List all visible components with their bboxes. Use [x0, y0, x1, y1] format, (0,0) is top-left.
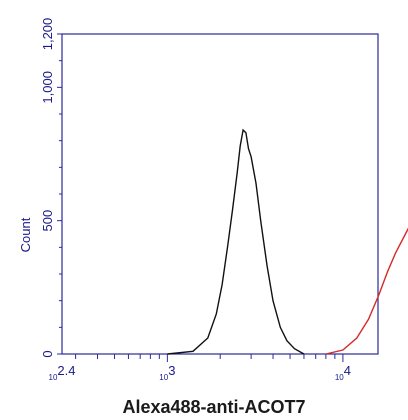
y-tick-label: 0: [40, 350, 55, 357]
series-line-1: [167, 128, 305, 355]
x-axis-label: Alexa488-anti-ACOT7: [122, 397, 305, 417]
x-axis: 102.4103104105106107.2: [49, 354, 351, 382]
x-tick-label: 104: [335, 363, 351, 382]
y-axis-label: Count: [18, 217, 33, 252]
y-tick-label: 1,000: [40, 71, 55, 104]
y-tick-label: 500: [40, 210, 55, 232]
plot-area: [61, 33, 379, 355]
series-layer: [167, 128, 408, 355]
series-line-2: [325, 227, 408, 355]
x-tick-label: 102.4: [49, 363, 76, 382]
x-tick-label: 103: [159, 363, 175, 382]
y-tick-label: 1,200: [40, 18, 55, 51]
y-axis: 0 500 1,000 1,200: [40, 18, 62, 358]
